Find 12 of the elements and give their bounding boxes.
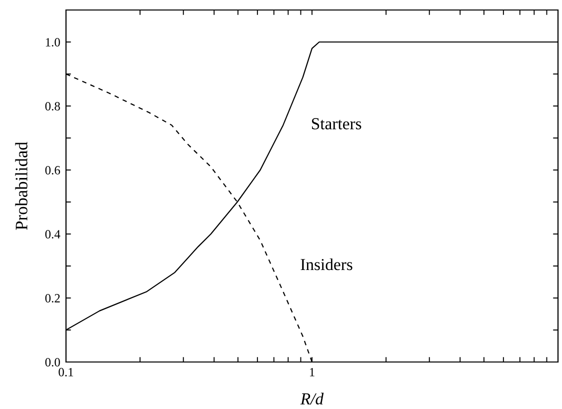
x-tick-label: 0.1	[58, 368, 74, 376]
y-tick-label: 0.2	[45, 294, 60, 303]
annotation: Starters	[312, 118, 362, 130]
y-tick-label: 0.8	[45, 102, 60, 111]
x-tick-label: 1	[310, 368, 314, 376]
annotation: Insiders	[300, 258, 352, 270]
x-axis-title: R/d	[300, 392, 324, 405]
y-tick-label: 0.0	[45, 358, 60, 367]
y-tick-label: 0.4	[45, 230, 60, 239]
y-axis-title: Probabilidad	[15, 142, 28, 230]
y-tick-label: 0.6	[45, 166, 60, 175]
y-tick-label: 1.0	[46, 38, 60, 47]
